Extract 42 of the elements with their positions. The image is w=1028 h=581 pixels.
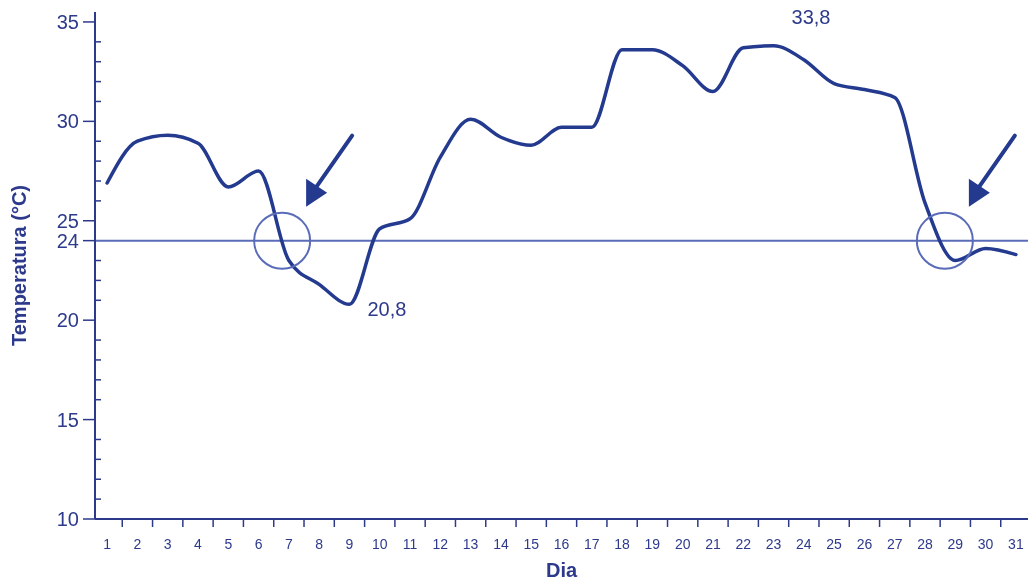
x-tick-label: 1 — [103, 536, 112, 552]
annotation: 20,8 — [367, 298, 407, 321]
x-tick-label: 23 — [765, 536, 782, 552]
x-tick-label: 10 — [371, 536, 388, 552]
x-tick-label: 6 — [254, 536, 263, 552]
x-tick-label: 8 — [315, 536, 324, 552]
x-tick-label: 14 — [493, 536, 509, 552]
x-tick-label: 4 — [194, 536, 203, 552]
x-tick-label: 21 — [705, 536, 721, 552]
x-tick-label: 16 — [553, 536, 570, 552]
y-tick-label: 25 — [56, 209, 79, 232]
y-axis-title: Temperatura (°C) — [8, 185, 30, 346]
x-tick-label: 11 — [402, 536, 418, 552]
x-tick-label: 3 — [163, 536, 172, 552]
x-tick-label: 5 — [224, 536, 233, 552]
y-tick-label: 35 — [56, 10, 79, 33]
x-tick-label: 28 — [917, 536, 933, 552]
x-tick-label: 13 — [462, 536, 479, 552]
x-tick-label: 15 — [523, 536, 540, 552]
x-tick-label: 18 — [614, 536, 631, 552]
x-tick-label: 27 — [886, 536, 903, 552]
x-tick-label: 25 — [826, 536, 843, 552]
y-tick-label: 24 — [56, 229, 79, 252]
x-axis-title: Dia — [545, 559, 578, 581]
x-tick-label: 12 — [432, 536, 449, 552]
x-tick-label: 22 — [735, 536, 752, 552]
y-tick-label: 30 — [56, 110, 79, 133]
x-tick-label: 26 — [856, 536, 873, 552]
x-tick-label: 19 — [644, 536, 661, 552]
x-tick-label: 17 — [584, 536, 600, 552]
x-tick-label: 30 — [977, 536, 994, 552]
x-tick-label: 20 — [674, 536, 691, 552]
y-tick-label: 20 — [56, 309, 79, 332]
x-tick-label: 2 — [133, 536, 142, 552]
y-tick-label: 10 — [56, 508, 79, 530]
y-tick-label: 15 — [56, 408, 79, 431]
x-tick-label: 7 — [284, 536, 293, 552]
x-tick-label: 9 — [345, 536, 354, 552]
x-tick-label: 31 — [1008, 536, 1024, 552]
annotation: 33,8 — [791, 5, 831, 28]
x-tick-label: 24 — [796, 536, 812, 552]
x-tick-label: 29 — [947, 536, 964, 552]
